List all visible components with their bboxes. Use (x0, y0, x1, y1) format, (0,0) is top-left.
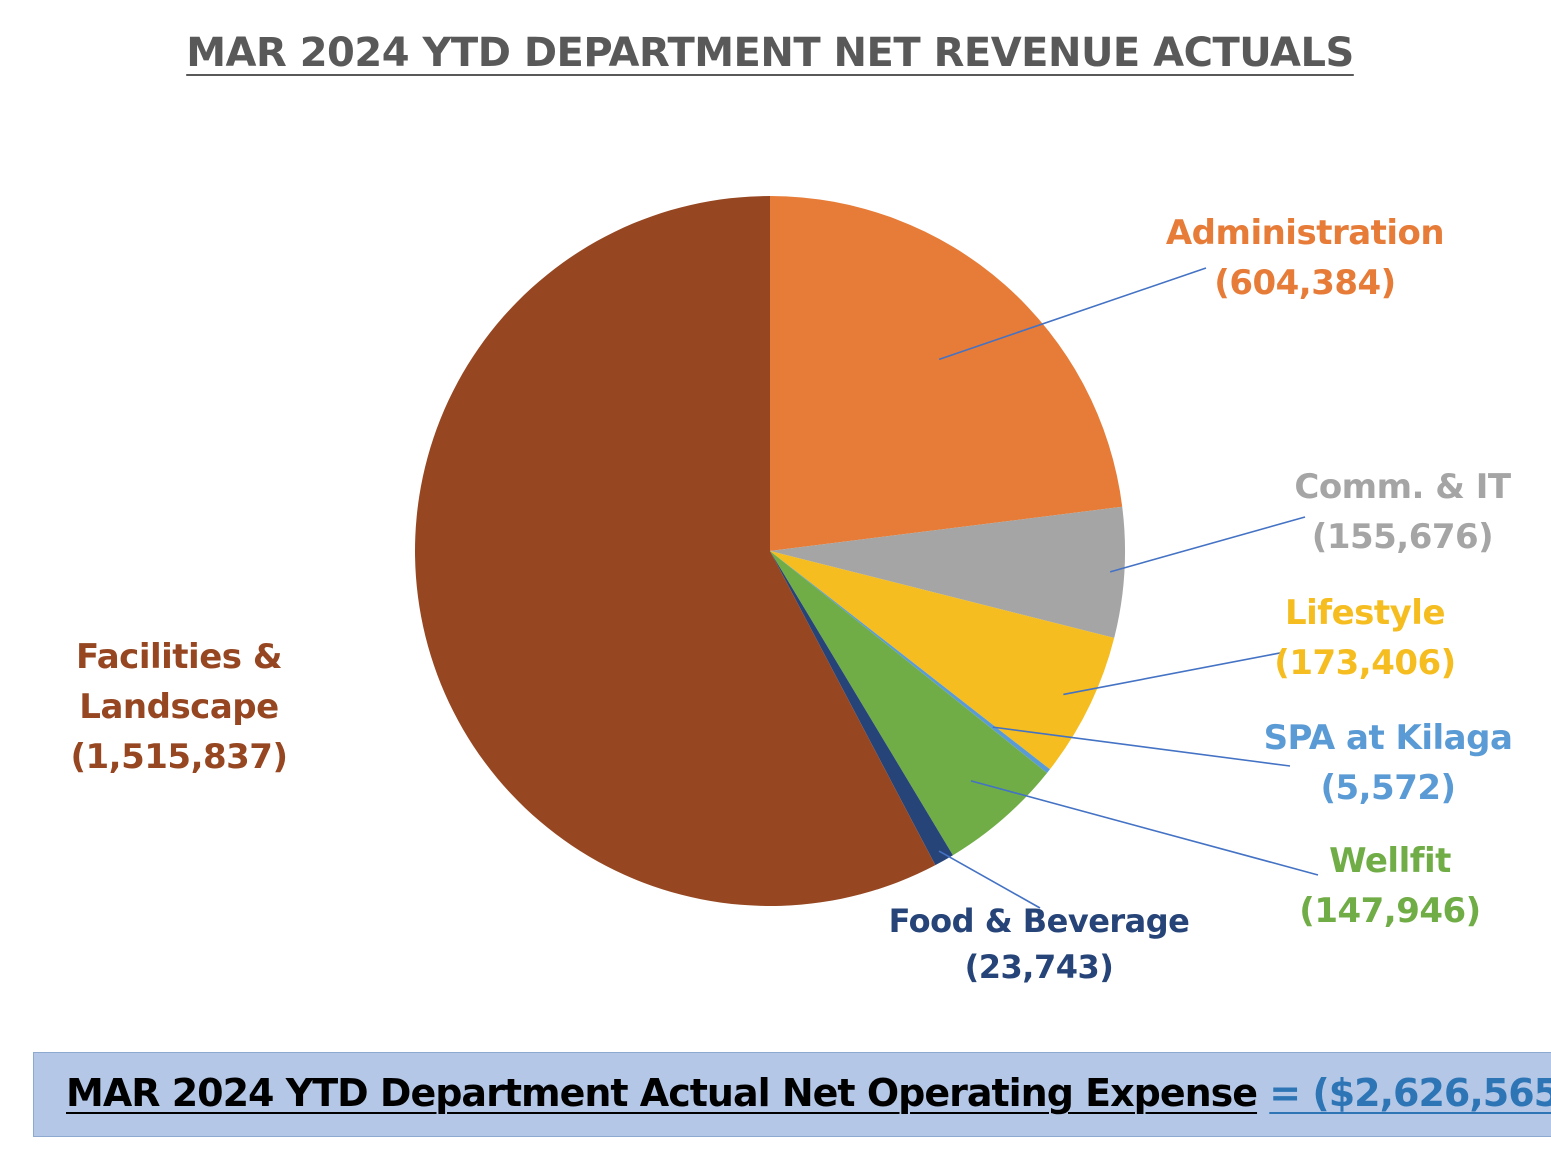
label-comm-it: Comm. & IT (155,676) (1280, 462, 1525, 562)
footer-summary-bar: MAR 2024 YTD Department Actual Net Opera… (33, 1052, 1551, 1137)
label-lifestyle-value: (173,406) (1274, 643, 1456, 683)
label-spa-at-kilaga-name: SPA at Kilaga (1263, 718, 1513, 758)
pie-slice-lifestyle (770, 551, 1115, 770)
pie-slice-wellfit (770, 551, 1048, 856)
label-food-beverage: Food & Beverage (23,743) (880, 898, 1198, 990)
footer-text: MAR 2024 YTD Department Actual Net Opera… (66, 1071, 1551, 1115)
label-lifestyle-name: Lifestyle (1284, 593, 1446, 633)
label-wellfit-value: (147,946) (1299, 891, 1481, 931)
label-lifestyle: Lifestyle (173,406) (1260, 588, 1470, 688)
pie-slice-comm-it (770, 506, 1126, 638)
pie-slice-administration (770, 196, 1123, 551)
chart-title: MAR 2024 YTD DEPARTMENT NET REVENUE ACTU… (186, 30, 1354, 76)
footer-label: MAR 2024 YTD Department Actual Net Opera… (66, 1071, 1258, 1115)
label-food-beverage-value: (23,743) (964, 948, 1114, 986)
label-facilities-landscape-value: (1,515,837) (70, 737, 288, 777)
leader-line-administration (938, 267, 1207, 361)
label-facilities-landscape: Facilities & Landscape (1,515,837) (50, 632, 308, 782)
leader-line-food-beverage (938, 850, 1041, 909)
leader-line-comm-it (1109, 516, 1306, 573)
leader-line-wellfit (970, 780, 1319, 876)
pie-slice-facilities-landscape (415, 196, 936, 906)
label-comm-it-name: Comm. & IT (1294, 467, 1511, 507)
footer-value: = ($2,626,565) (1269, 1071, 1551, 1115)
label-administration-value: (604,384) (1214, 263, 1396, 303)
label-food-beverage-name: Food & Beverage (888, 902, 1190, 940)
leader-line-spa-at-kilaga (992, 726, 1291, 767)
label-wellfit: Wellfit (147,946) (1290, 836, 1490, 936)
label-administration-name: Administration (1165, 213, 1445, 253)
label-comm-it-value: (155,676) (1311, 517, 1494, 557)
label-administration: Administration (604,384) (1160, 208, 1450, 308)
label-facilities-landscape-name: Facilities & Landscape (76, 637, 283, 727)
pie-slice-spa-at-kilaga (770, 551, 1050, 773)
label-spa-at-kilaga: SPA at Kilaga (5,572) (1258, 713, 1518, 813)
label-wellfit-name: Wellfit (1329, 841, 1451, 881)
leader-line-lifestyle (1063, 651, 1286, 696)
pie-slice-food-beverage (770, 551, 953, 866)
label-spa-at-kilaga-value: (5,572) (1320, 768, 1456, 808)
